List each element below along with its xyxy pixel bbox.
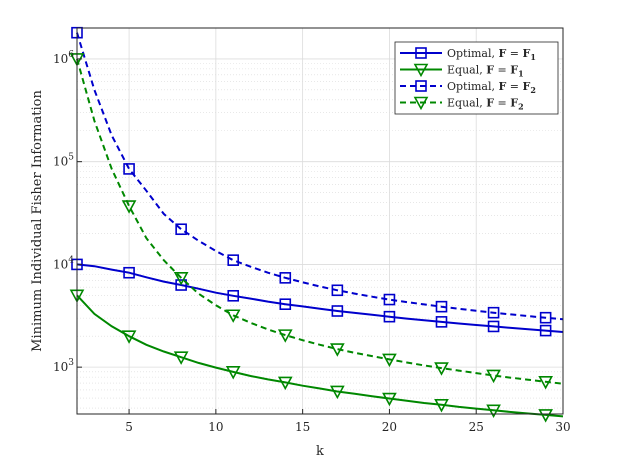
x-axis-label: k — [316, 444, 324, 459]
legend-label: Optimal, F = F1 — [447, 47, 536, 62]
x-tick-label: 30 — [555, 420, 570, 434]
x-tick-label: 20 — [382, 420, 397, 434]
legend-item: Optimal, F = F2 — [400, 80, 536, 95]
data-point-marker — [538, 409, 553, 423]
data-point-marker — [382, 392, 397, 407]
data-point-marker — [173, 272, 189, 286]
series-layer — [69, 26, 564, 423]
data-point-marker — [123, 163, 135, 175]
legend-marker — [415, 47, 427, 59]
y-tick-label: 106 — [53, 50, 74, 66]
series-line — [76, 294, 564, 418]
data-point-marker — [486, 369, 501, 384]
data-point-marker — [123, 266, 135, 279]
data-point-marker — [175, 279, 187, 291]
data-point-marker — [175, 223, 187, 236]
x-tick-label: 10 — [208, 420, 223, 434]
legend-marker — [413, 96, 429, 111]
data-point-marker — [225, 309, 241, 323]
data-point-marker — [538, 376, 553, 390]
data-point-marker — [382, 353, 397, 368]
data-point-marker — [487, 320, 500, 333]
legend-item: Equal, F = F2 — [400, 97, 524, 112]
y-tick-label: 105 — [53, 153, 74, 169]
data-point-marker — [486, 404, 501, 419]
data-point-marker — [173, 351, 189, 365]
data-point-marker — [331, 284, 344, 297]
data-point-marker — [539, 324, 552, 337]
legend-item: Equal, F = F1 — [400, 64, 524, 79]
data-point-marker — [121, 330, 137, 344]
series-line — [76, 58, 564, 385]
tick-layer: 103 104 105 106 5 10 15 20 25 30 — [53, 50, 571, 434]
x-tick-label: 15 — [295, 420, 310, 434]
y-tick-label: 103 — [53, 358, 74, 374]
data-point-marker — [277, 376, 293, 391]
data-point-marker — [330, 385, 345, 400]
x-tick-label: 5 — [125, 420, 133, 434]
legend-item: Optimal, F = F1 — [400, 47, 536, 62]
data-point-marker — [434, 362, 449, 376]
series-4 — [69, 53, 564, 390]
data-point-marker — [331, 305, 344, 317]
series-line — [76, 263, 564, 333]
data-point-marker — [227, 254, 240, 266]
data-point-marker — [277, 329, 293, 343]
data-point-marker — [434, 399, 449, 413]
series-line — [76, 32, 564, 321]
data-point-marker — [487, 306, 500, 319]
data-point-marker — [225, 366, 241, 380]
data-point-marker — [383, 310, 396, 323]
legend-label: Optimal, F = F2 — [447, 80, 536, 95]
plot-frame — [76, 27, 564, 415]
data-point-marker — [227, 289, 240, 302]
data-point-marker — [435, 300, 448, 313]
data-point-marker — [279, 298, 292, 310]
data-point-marker — [121, 200, 137, 214]
x-tick-label: 25 — [469, 420, 484, 434]
data-point-marker — [435, 316, 448, 328]
series-3 — [71, 26, 564, 324]
legend-label: Equal, F = F1 — [447, 64, 524, 79]
legend-marker — [415, 80, 427, 92]
data-point-marker — [330, 343, 345, 357]
data-point-marker — [279, 272, 292, 284]
data-point-marker — [539, 311, 552, 324]
y-tick-label: 104 — [53, 255, 74, 271]
series-2 — [69, 289, 564, 423]
legend-marker — [413, 63, 429, 78]
legend-label: Equal, F = F2 — [447, 97, 524, 112]
y-axis-label: Minimum Individual Fisher Information — [30, 90, 45, 352]
grid-layer — [77, 28, 564, 414]
data-point-marker — [383, 293, 396, 306]
